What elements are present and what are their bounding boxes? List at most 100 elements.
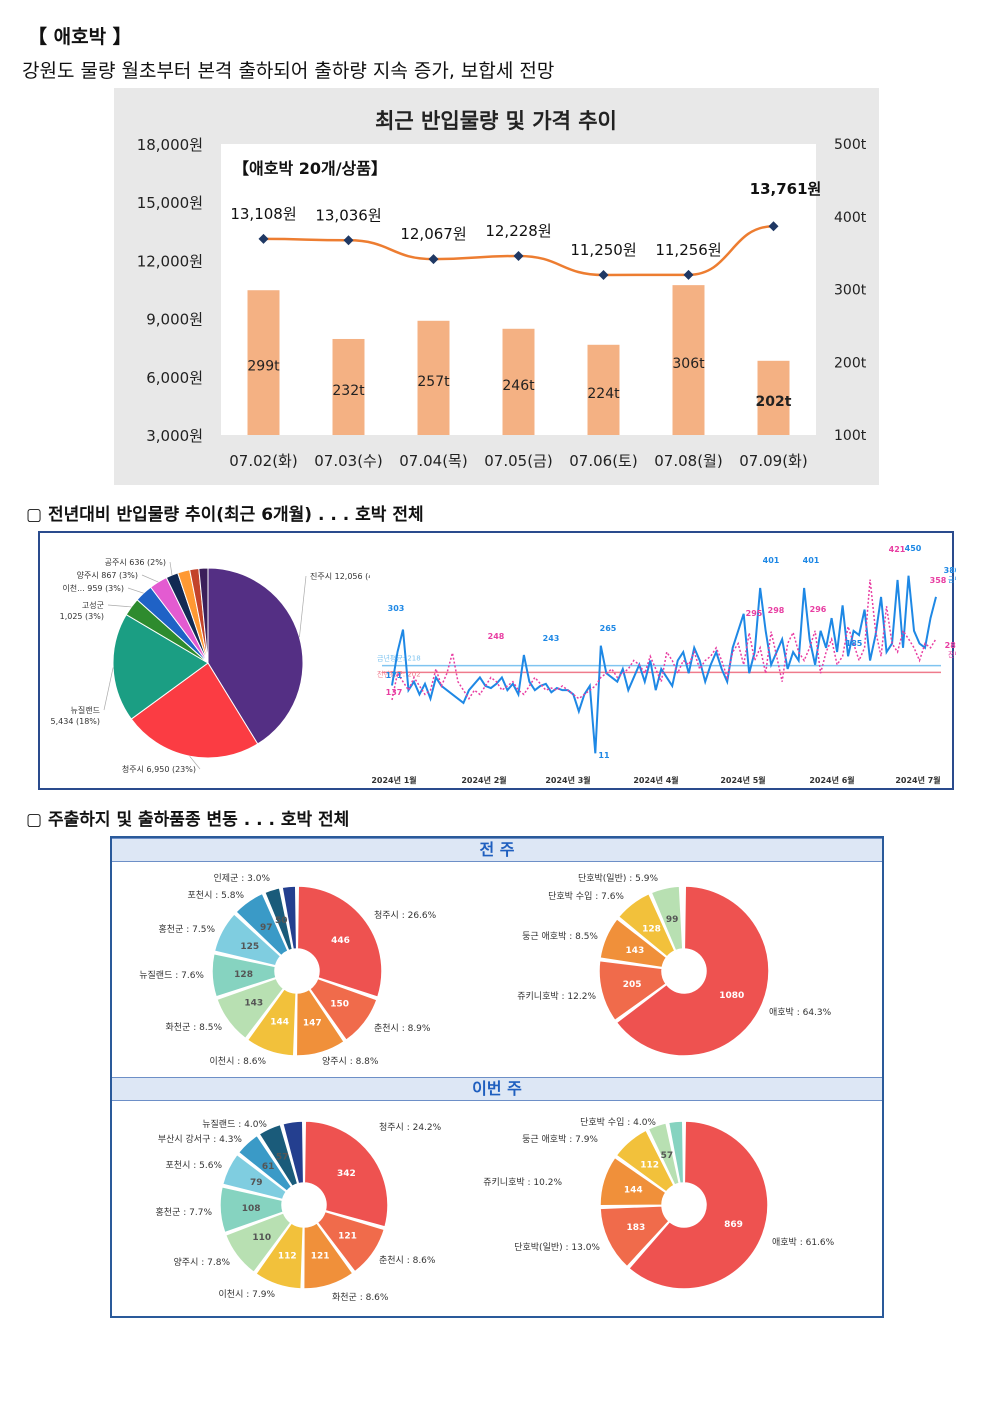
left-tick-label: 6,000원 bbox=[146, 369, 203, 387]
data-point-label: 248 bbox=[488, 632, 505, 641]
donut-slice-label: 단호박 수입 : 7.6% bbox=[548, 890, 624, 902]
volume-bar-label: 202t bbox=[756, 394, 792, 410]
x-category-label: 07.08(월) bbox=[654, 452, 722, 470]
pie-slice-label: 공주시 636 (2%) bbox=[105, 558, 166, 567]
data-point-label: 421 bbox=[889, 545, 906, 554]
donut-slice-label: 홍천군 : 7.5% bbox=[159, 923, 216, 935]
chart-title: 최근 반입물량 및 가격 추이 bbox=[375, 109, 617, 133]
left-tick-label: 3,000원 bbox=[146, 427, 203, 445]
donut-slice-value: 97 bbox=[260, 923, 273, 933]
donut-slice bbox=[303, 1120, 389, 1228]
volume-bar bbox=[757, 360, 790, 435]
volume-bar bbox=[332, 338, 365, 435]
donut-slice-value: 143 bbox=[625, 946, 644, 956]
donut-slice bbox=[281, 1120, 305, 1185]
checkbox-square-icon: ▢ bbox=[26, 505, 43, 525]
donut-slice-value: 121 bbox=[311, 1251, 330, 1261]
pie-slice-label: 청주시 6,950 (23%) bbox=[122, 765, 196, 774]
donut-slice-value: 869 bbox=[724, 1220, 743, 1230]
right-tick-label: 200t bbox=[834, 355, 867, 371]
price-marker bbox=[768, 221, 779, 232]
pie-leader-line bbox=[107, 604, 132, 608]
pie-slice-value: 1,025 (3%) bbox=[60, 612, 104, 621]
data-point-label: 281 bbox=[945, 641, 956, 650]
donut-slice-value: 150 bbox=[330, 999, 349, 1009]
donut-slice-label: 춘천시 : 8.9% bbox=[374, 1023, 431, 1034]
this-week-donuts: 342 청주시 : 24.2% 121 춘천시 : 8.6% 121 화천군 : 8.6%… bbox=[156, 1116, 835, 1303]
left-tick-label: 12,000원 bbox=[137, 252, 203, 270]
x-category-label: 07.03(수) bbox=[314, 452, 382, 470]
donut-slice bbox=[215, 977, 285, 1040]
right-tick-label: 300t bbox=[834, 283, 867, 299]
data-point-label: 380 bbox=[944, 566, 956, 575]
data-point-label: 137 bbox=[386, 688, 403, 697]
donut-slice-label: 쥬키니호박 : 10.2% bbox=[483, 1177, 562, 1188]
donut-slice bbox=[667, 1120, 685, 1185]
donut-slice-value: 50 bbox=[275, 916, 288, 926]
data-point-label: 401 bbox=[803, 556, 820, 565]
donut-slice bbox=[234, 892, 290, 957]
x-category-label: 07.06(토) bbox=[569, 452, 637, 470]
data-point-label: 295 bbox=[746, 609, 763, 618]
donut-slice-label: 청주시 : 26.6% bbox=[374, 910, 437, 921]
x-category-label: 07.04(목) bbox=[399, 452, 467, 470]
price-label: 12,228원 bbox=[485, 222, 551, 240]
donut-slice-label: 포천시 : 5.8% bbox=[188, 890, 245, 901]
right-tick-label: 500t bbox=[834, 137, 867, 153]
donut-slice-label: 단호박(일반) : 5.9% bbox=[578, 873, 658, 884]
donut-slice-value: 57 bbox=[276, 1153, 289, 1163]
data-point-label: 303 bbox=[388, 604, 405, 613]
volume-bar-label: 224t bbox=[587, 386, 620, 402]
x-month-label: 2024년 1월 bbox=[371, 775, 416, 785]
x-category-label: 07.02(화) bbox=[229, 452, 297, 470]
price-label: 13,761원 bbox=[750, 180, 822, 198]
data-point-label: 296 bbox=[810, 605, 827, 614]
origin-share-pie: 진주시 12,056 (40%) 청주시 6,950 (23%) 뉴질랜드 5,434… bbox=[51, 558, 370, 774]
x-category-label: 07.05(금) bbox=[484, 452, 552, 470]
x-month-label: 2024년 5월 bbox=[720, 775, 765, 785]
volume-bar bbox=[672, 285, 705, 435]
donut-slice bbox=[221, 1153, 288, 1201]
last-week-donuts: 446 청주시 : 26.6% 150 춘천시 : 8.9% 147 양주시 : 8.8%… bbox=[139, 873, 831, 1067]
donut-slice bbox=[627, 1120, 769, 1290]
pie-slice-label: 뉴질랜드 bbox=[71, 705, 100, 715]
donut-slice-value: 57 bbox=[661, 1151, 674, 1161]
volume-bar bbox=[502, 328, 535, 435]
donut-slice-value: 144 bbox=[270, 1018, 289, 1028]
x-category-label: 07.09(화) bbox=[739, 452, 807, 470]
donut-slice bbox=[295, 988, 346, 1057]
donut-slice-label: 화천군 : 8.5% bbox=[166, 1022, 223, 1033]
donut-slice-value: 110 bbox=[252, 1233, 271, 1243]
donut-slice bbox=[246, 987, 297, 1057]
donut-slice bbox=[598, 959, 668, 1022]
data-point-label: 298 bbox=[768, 606, 785, 615]
volume-bar bbox=[587, 344, 620, 435]
price-label: 13,108원 bbox=[230, 205, 296, 223]
band-last-week: 전 주 bbox=[112, 838, 882, 862]
donut-slice-label: 애호박 : 61.6% bbox=[772, 1237, 835, 1248]
donut-slice bbox=[599, 1205, 671, 1268]
volume-bar-label: 299t bbox=[247, 359, 280, 375]
pie-leader-line bbox=[141, 574, 159, 583]
donut-slice-label: 단호박(일반) : 13.0% bbox=[514, 1242, 600, 1253]
donut-slice-value: 147 bbox=[303, 1018, 322, 1028]
donut-slice-label: 춘천시 : 8.6% bbox=[379, 1255, 436, 1266]
x-month-label: 2024년 2월 bbox=[461, 775, 506, 785]
donut-slice bbox=[254, 1221, 305, 1290]
donut-slice-label: 뉴질랜드 : 7.6% bbox=[139, 969, 204, 981]
donut-slice-label: 단호박 수입 : 4.0% bbox=[580, 1116, 656, 1128]
donut-slice-value: 144 bbox=[624, 1186, 643, 1196]
weekly-donut-panel: 전 주 446 청주시 : 26.6% 150 춘천시 : 8.9% 147 양주시 : … bbox=[110, 836, 884, 1318]
pie-slice-value: 5,434 (18%) bbox=[51, 717, 100, 726]
data-point-label: 243 bbox=[543, 634, 560, 643]
pie-slice bbox=[198, 567, 209, 664]
donut-slice-label: 홍천군 : 7.7% bbox=[156, 1206, 213, 1218]
donut-slice-label: 부산시 강서구 : 4.3% bbox=[158, 1134, 243, 1145]
price-marker bbox=[343, 235, 354, 246]
donut-slice bbox=[296, 885, 383, 999]
donut-slice-value: 128 bbox=[234, 970, 253, 980]
chart-annotation: 【애호박 20개/상품】 bbox=[233, 159, 387, 178]
price-marker bbox=[258, 233, 269, 244]
price-volume-chart: 최근 반입물량 및 가격 추이 【애호박 20개/상품】 18,000원 15,000… bbox=[137, 109, 867, 470]
donut-slice bbox=[599, 917, 668, 969]
